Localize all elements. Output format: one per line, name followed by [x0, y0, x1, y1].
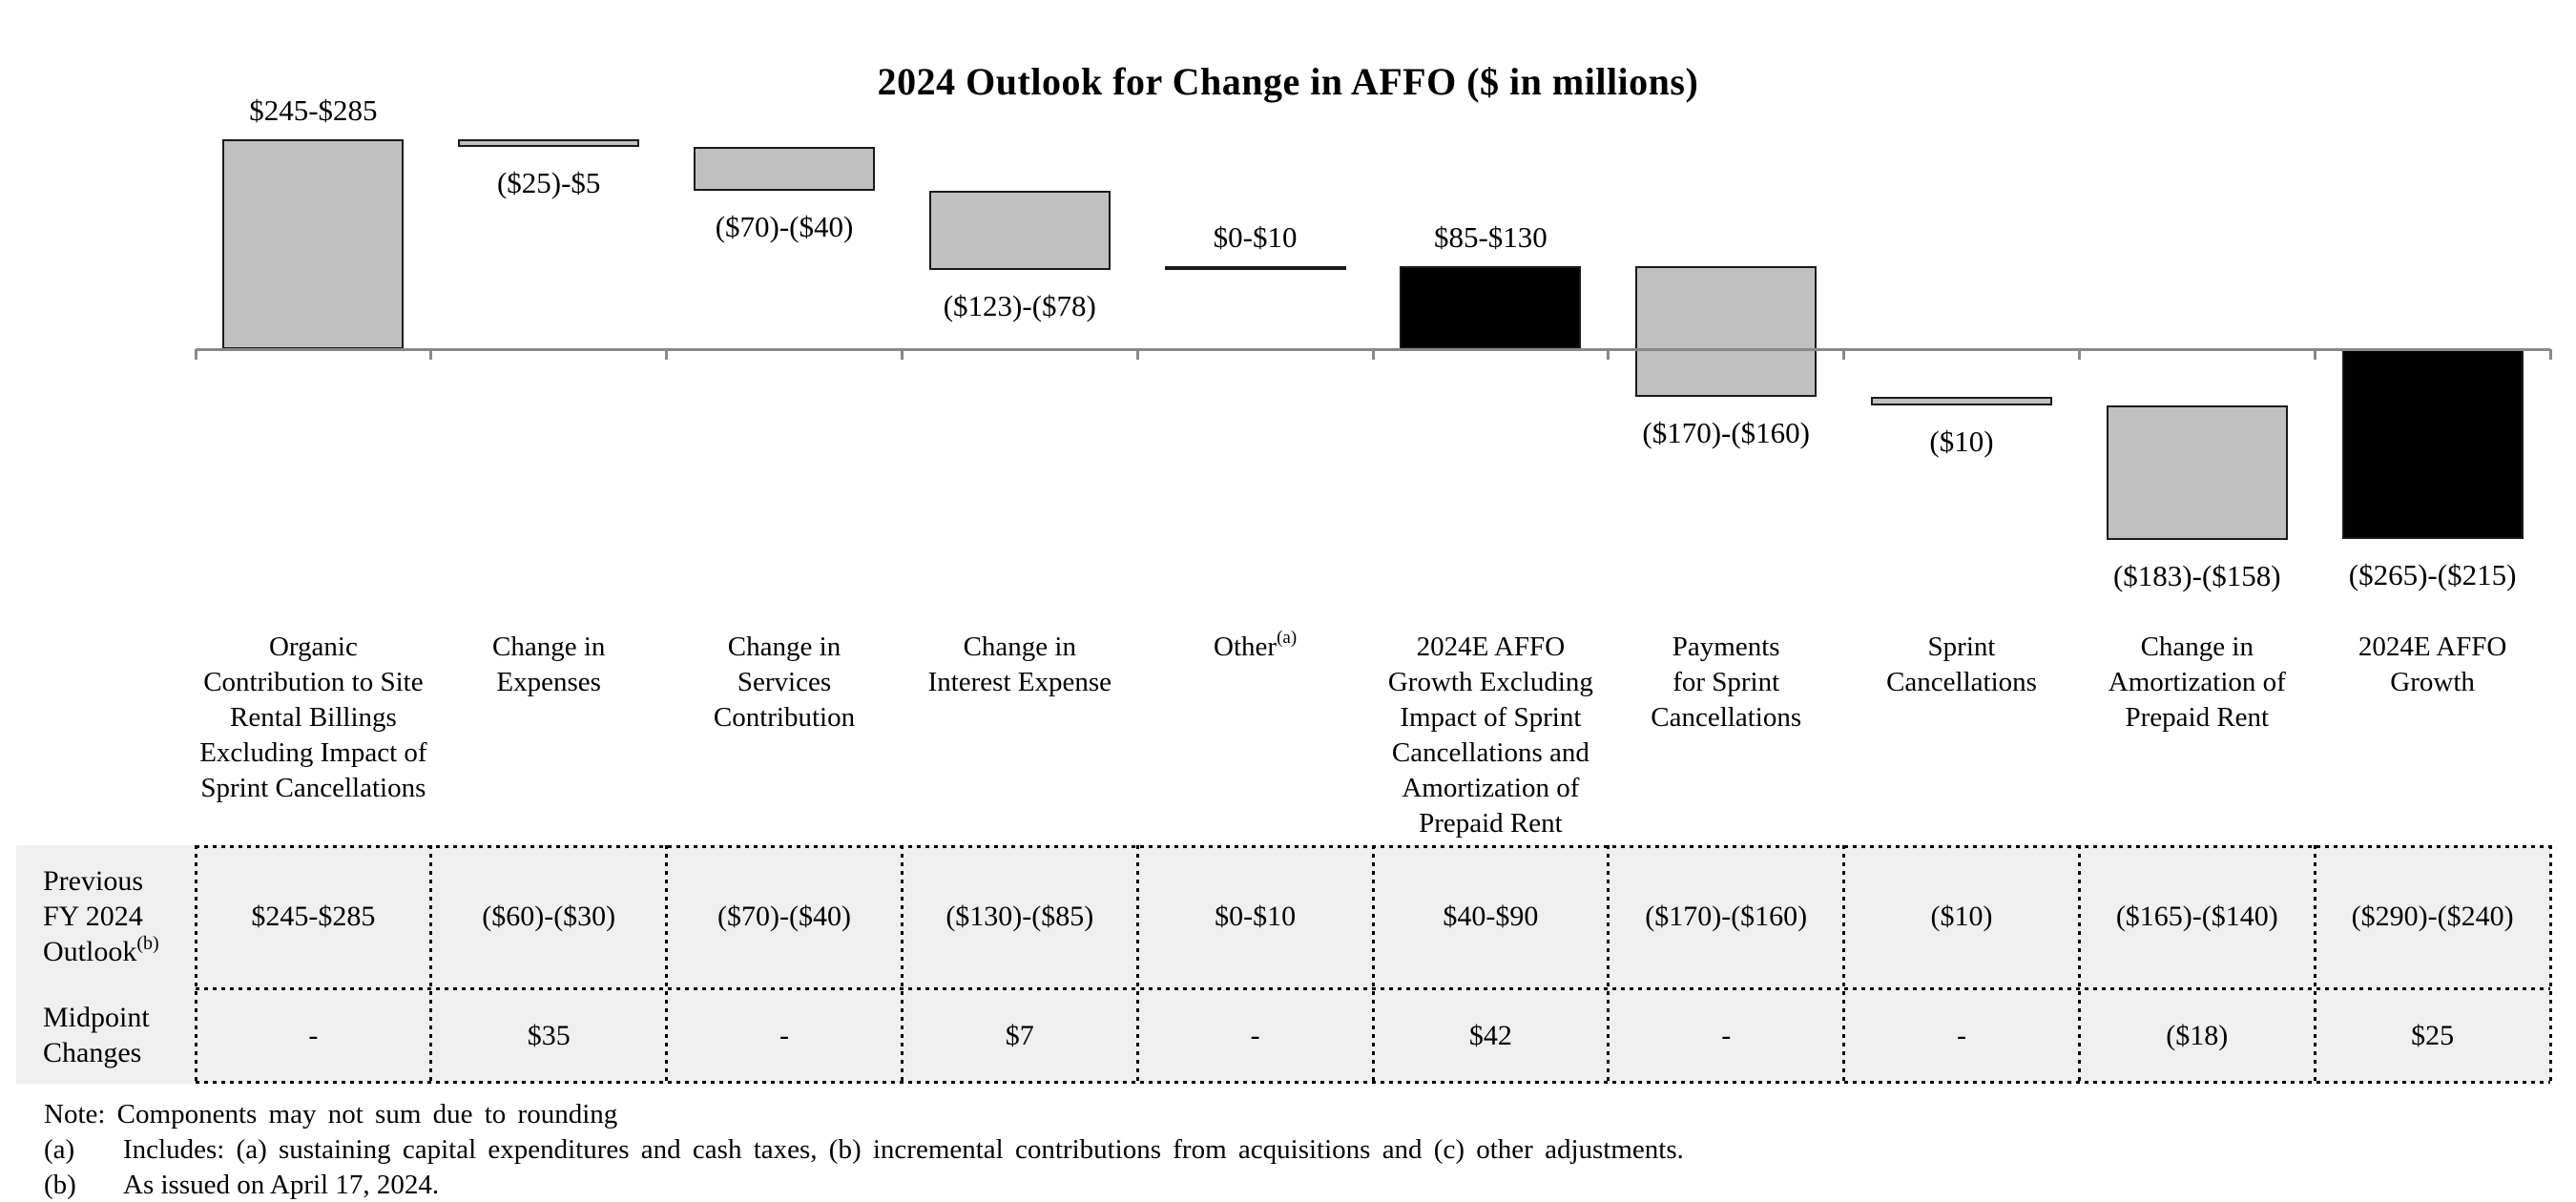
bar-value-label: ($70)-($40): [715, 210, 854, 243]
table-grid-line-vertical: [1371, 845, 1375, 1084]
category-superscript: (a): [1277, 628, 1298, 648]
table-grid-line-vertical: [2077, 845, 2081, 1084]
table-row-header-midpoint-changes: Midpoint Changes: [43, 1000, 150, 1070]
category-label: Payments for Sprint Cancellations: [1651, 632, 1802, 733]
bar-4: [928, 191, 1111, 271]
table-cell: ($70)-($40): [717, 900, 851, 932]
category-label: Change in Interest Expense: [927, 632, 1112, 697]
table-cell: ($60)-($30): [482, 900, 616, 932]
table-cell: ($170)-($160): [1645, 900, 1808, 932]
bar-1: [222, 139, 405, 349]
category-label: Other(a): [1214, 628, 1298, 662]
category-label: Change in Expenses: [491, 632, 606, 697]
category-label: 2024E AFFO Growth Excluding Impact of Sp…: [1387, 632, 1593, 839]
table-cell: ($130)-($85): [945, 900, 1094, 932]
row-header-text: Previous FY 2024 Outlook: [43, 865, 143, 967]
row-header-superscript: (b): [136, 933, 159, 954]
footnote-b-marker: (b): [44, 1170, 76, 1200]
table-cell: $40-$90: [1443, 900, 1539, 932]
table-grid-line-vertical: [665, 845, 669, 1084]
table-cell: -: [308, 1019, 319, 1051]
axis-tick: [194, 349, 197, 360]
table-grid-line-vertical: [2313, 845, 2316, 1084]
axis-tick: [900, 349, 904, 360]
footnote-a-marker: (a): [44, 1134, 75, 1165]
axis-tick: [1371, 349, 1375, 360]
chart-title: 2024 Outlook for Change in AFFO ($ in mi…: [877, 60, 1699, 103]
footnote-b-text: As issued on April 17, 2024.: [123, 1170, 440, 1200]
axis-tick: [1135, 349, 1139, 360]
axis-tick: [429, 349, 433, 360]
bar-9: [2106, 404, 2288, 540]
bar-6: [1400, 266, 1582, 349]
axis-tick: [1842, 349, 1846, 360]
bar-10: [2341, 349, 2524, 540]
axis-tick: [2077, 349, 2081, 360]
footnote-b: (b) As issued on April 17, 2024.: [44, 1168, 439, 1202]
axis-tick: [1607, 349, 1610, 360]
table-grid-line-vertical: [900, 845, 904, 1084]
bar-value-label: $85-$130: [1433, 220, 1548, 255]
bar-value-label: ($183)-($158): [2112, 559, 2281, 593]
bar-8: [1871, 397, 2052, 405]
bar-value-label: ($170)-($160): [1642, 416, 1810, 450]
table-cell: $35: [527, 1019, 571, 1051]
bar-value-label: ($10): [1929, 424, 1994, 458]
footnote-a-text: Includes: (a) sustaining capital expendi…: [123, 1134, 1684, 1165]
table-grid-line-vertical: [1607, 845, 1610, 1084]
table-cell: -: [1250, 1019, 1260, 1051]
table-grid-line-vertical: [429, 845, 433, 1084]
bar-value-label: $245-$285: [249, 93, 378, 128]
category-label: Change in Services Contribution: [713, 632, 856, 733]
table-row-header-previous-fy-2024-outlook: Previous FY 2024 Outlook(b): [43, 863, 159, 969]
table-cell: -: [1721, 1019, 1732, 1051]
bar-value-label: ($123)-($78): [943, 289, 1096, 323]
table-grid-line-vertical: [1842, 845, 1846, 1084]
axis-tick: [2548, 349, 2552, 360]
category-label: 2024E AFFO Growth: [2358, 632, 2507, 697]
table-cell: $245-$285: [251, 900, 376, 932]
table-cell: -: [779, 1019, 789, 1051]
bar-value-label: $0-$10: [1213, 220, 1298, 255]
bar-value-label: ($25)-$5: [496, 166, 601, 200]
table-cell: $7: [1005, 1019, 1034, 1051]
table-cell: ($290)-($240): [2351, 900, 2514, 932]
table-grid-line-vertical: [194, 845, 197, 1084]
table-cell: ($165)-($140): [2115, 900, 2278, 932]
bar-3: [694, 147, 875, 191]
bar-2: [458, 139, 640, 148]
note-rounding: Note: Components may not sum due to roun…: [44, 1099, 618, 1129]
table-cell: ($10): [1930, 900, 1993, 932]
axis-tick: [665, 349, 669, 360]
table-grid-line-vertical: [2548, 845, 2552, 1084]
bar-5: [1164, 266, 1346, 271]
bar-value-label: ($265)-($215): [2348, 558, 2517, 592]
x-axis-line: [196, 348, 2550, 351]
category-label: Change in Amortization of Prepaid Rent: [2108, 632, 2286, 733]
bar-7: [1635, 266, 1818, 398]
table-grid-line-vertical: [1135, 845, 1139, 1084]
table-cell: $42: [1468, 1019, 1512, 1051]
table-cell: ($18): [2166, 1019, 2229, 1051]
footnote-a: (a) Includes: (a) sustaining capital expe…: [44, 1132, 1684, 1168]
axis-tick: [2313, 349, 2316, 360]
row-header-text: Midpoint Changes: [43, 1002, 150, 1068]
table-row-header-background: [16, 845, 196, 1084]
table-cell: -: [1956, 1019, 1966, 1051]
table-cell: $0-$10: [1215, 900, 1297, 932]
category-label: Sprint Cancellations: [1886, 632, 2037, 697]
category-label: Organic Contribution to Site Rental Bill…: [199, 632, 427, 803]
table-cell: $25: [2411, 1019, 2455, 1051]
